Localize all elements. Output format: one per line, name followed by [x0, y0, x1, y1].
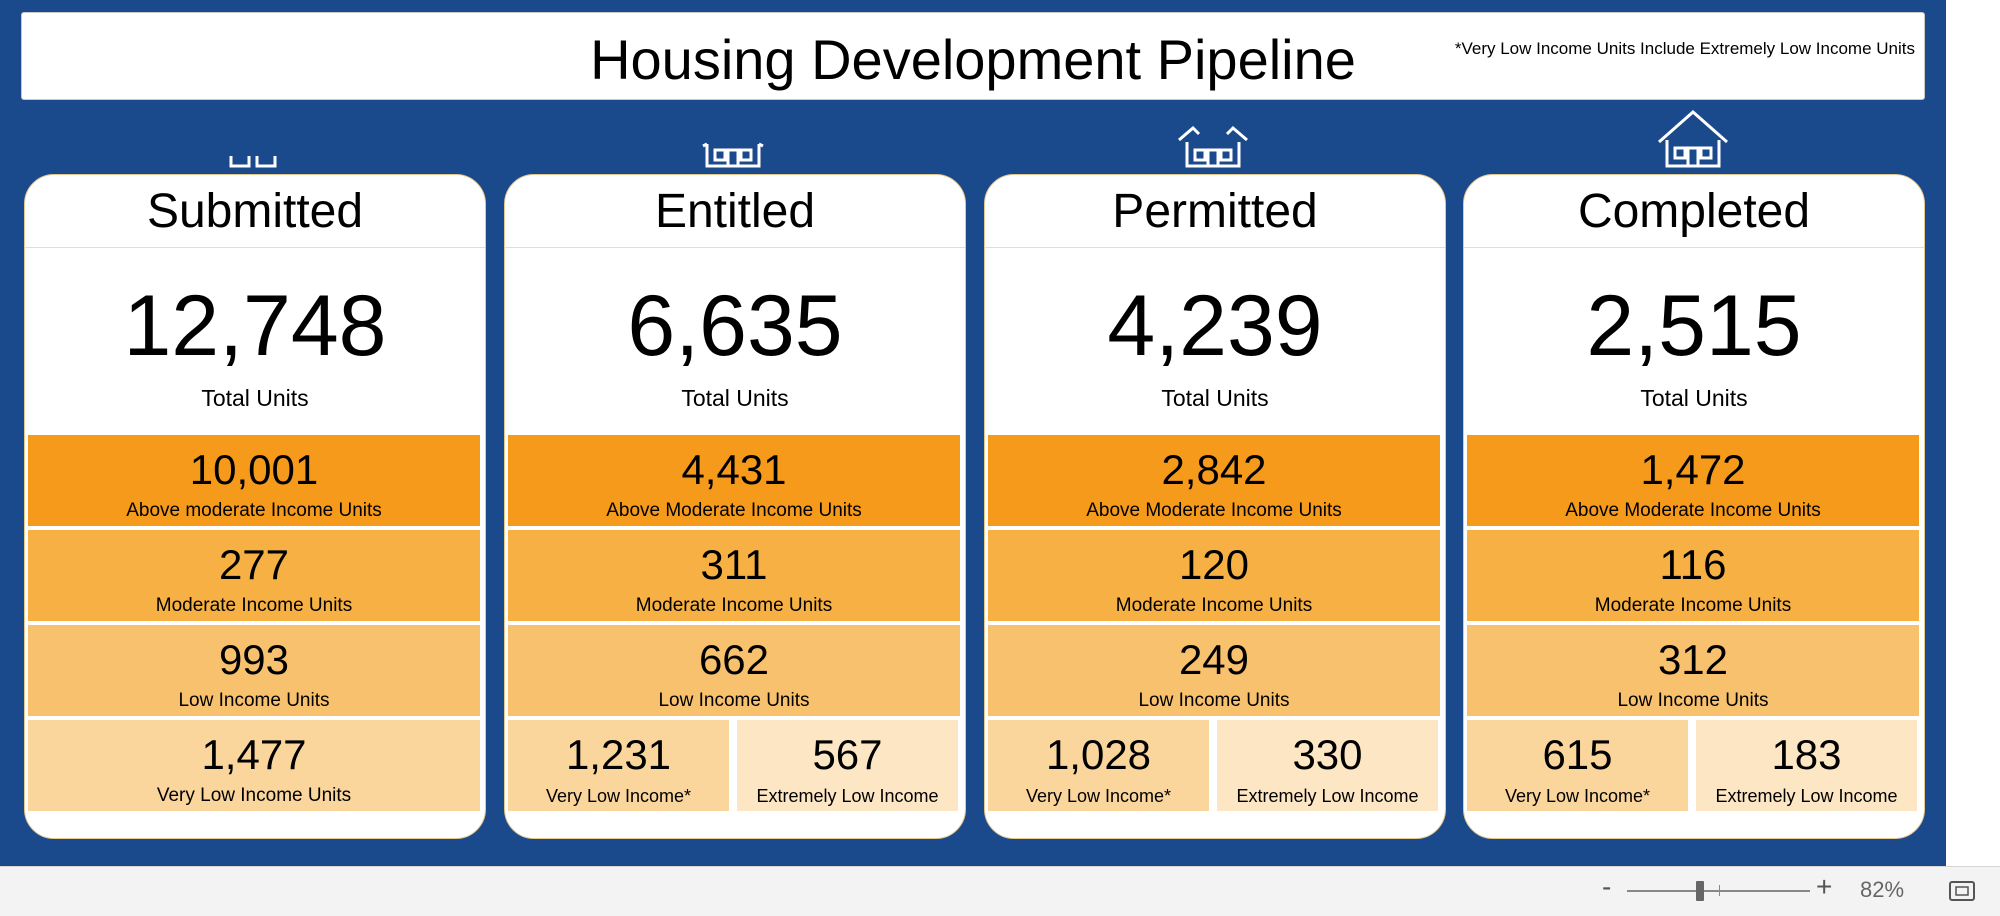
tile-label: Very Low Income Units — [156, 785, 352, 806]
footnote: *Very Low Income Units Include Extremely… — [1454, 39, 1915, 58]
tile-value: 2,842 — [1161, 446, 1267, 493]
extremely-low-income-tile[interactable]: 183 Extremely Low Income — [1696, 720, 1917, 811]
tile-value: 116 — [1659, 541, 1727, 588]
tile-value: 311 — [700, 541, 768, 588]
moderate-tile[interactable]: 116 Moderate Income Units — [1467, 530, 1919, 621]
total-units-value: 4,239 — [1107, 278, 1323, 374]
tile-label: Moderate Income Units — [635, 595, 833, 616]
divider — [985, 247, 1445, 248]
house-complete-icon — [1658, 109, 1728, 168]
tile-value: 183 — [1771, 731, 1842, 778]
low-income-tile[interactable]: 249 Low Income Units — [988, 625, 1440, 716]
tile-label: Above Moderate Income Units — [606, 500, 862, 521]
zoom-slider-tick — [1719, 885, 1720, 896]
status-bar: - + 82% — [0, 866, 2000, 916]
stage-title: Submitted — [146, 185, 364, 238]
tile-value: 1,028 — [1045, 731, 1152, 778]
above-moderate-tile[interactable]: 1,472 Above Moderate Income Units — [1467, 435, 1919, 526]
dashboard-canvas: Housing Development Pipeline *Very Low I… — [0, 0, 1946, 866]
stage-card-permitted: Permitted 4,239 Total Units 2,842 Above … — [984, 174, 1446, 839]
divider — [1464, 247, 1924, 248]
extremely-low-income-tile[interactable]: 330 Extremely Low Income — [1217, 720, 1438, 811]
tile-value: 1,477 — [201, 731, 307, 778]
total-units-value: 12,748 — [123, 278, 387, 374]
tile-label: Above Moderate Income Units — [1086, 500, 1342, 521]
tile-label: Moderate Income Units — [155, 595, 353, 616]
total-units-label: Total Units — [681, 385, 789, 411]
tile-label: Extremely Low Income — [1236, 786, 1419, 806]
moderate-tile[interactable]: 311 Moderate Income Units — [508, 530, 960, 621]
zoom-slider-thumb[interactable] — [1696, 881, 1704, 901]
tile-value: 1,472 — [1640, 446, 1746, 493]
above-moderate-tile[interactable]: 4,431 Above Moderate Income Units — [508, 435, 960, 526]
tile-value: 4,431 — [681, 446, 787, 493]
tile-value: 312 — [1657, 636, 1729, 683]
tile-label: Low Income Units — [178, 690, 330, 711]
stage-card-submitted: Submitted 12,748 Total Units 10,001 Abov… — [24, 174, 486, 839]
tile-label: Low Income Units — [1138, 690, 1290, 711]
above-moderate-tile[interactable]: 2,842 Above Moderate Income Units — [988, 435, 1440, 526]
low-income-tile[interactable]: 993 Low Income Units — [28, 625, 480, 716]
low-income-tile[interactable]: 662 Low Income Units — [508, 625, 960, 716]
extremely-low-income-tile[interactable]: 567 Extremely Low Income — [737, 720, 958, 811]
tile-value: 10,001 — [189, 446, 319, 493]
house-partial-roof-icon — [1178, 125, 1248, 168]
tile-value: 662 — [698, 636, 770, 683]
tile-value: 615 — [1542, 731, 1613, 778]
tile-label: Very Low Income* — [545, 786, 692, 806]
tile-value: 1,231 — [565, 731, 672, 778]
very-low-income-tile[interactable]: 1,477 Very Low Income Units — [28, 720, 480, 811]
house-foundation-icon — [229, 156, 277, 168]
zoom-in-button[interactable]: + — [1816, 871, 1833, 902]
very-low-income-tile[interactable]: 1,028 Very Low Income* — [988, 720, 1209, 811]
tile-label: Extremely Low Income — [756, 786, 939, 806]
tile-label: Moderate Income Units — [1594, 595, 1792, 616]
tile-label: Above Moderate Income Units — [1565, 500, 1821, 521]
stage-title: Permitted — [1112, 185, 1318, 238]
divider — [505, 247, 965, 248]
tile-label: Low Income Units — [658, 690, 810, 711]
total-units-value: 2,515 — [1586, 278, 1802, 374]
moderate-tile[interactable]: 277 Moderate Income Units — [28, 530, 480, 621]
tile-label: Very Low Income* — [1025, 786, 1172, 806]
stage-title: Completed — [1577, 185, 1811, 238]
tile-label: Low Income Units — [1617, 690, 1769, 711]
total-units-label: Total Units — [1640, 385, 1748, 411]
tile-value: 249 — [1178, 636, 1250, 683]
total-units-label: Total Units — [201, 385, 309, 411]
stage-title: Entitled — [654, 185, 816, 238]
stage-card-completed: Completed 2,515 Total Units 1,472 Above … — [1463, 174, 1925, 839]
tile-label: Above moderate Income Units — [126, 500, 382, 521]
tile-value: 330 — [1292, 731, 1363, 778]
title-box: Housing Development Pipeline *Very Low I… — [21, 12, 1925, 100]
zoom-out-button[interactable]: - — [1602, 871, 1612, 902]
dashboard-title: Housing Development Pipeline — [590, 28, 1356, 91]
tile-label: Moderate Income Units — [1115, 595, 1313, 616]
zoom-slider-track[interactable] — [1627, 890, 1810, 892]
total-units-value: 6,635 — [627, 278, 843, 374]
tile-value: 277 — [218, 541, 290, 588]
zoom-level-label: 82% — [1860, 877, 1905, 902]
tile-label: Very Low Income* — [1504, 786, 1651, 806]
stage-card-entitled: Entitled 6,635 Total Units 4,431 Above M… — [504, 174, 966, 839]
tile-value: 993 — [218, 636, 290, 683]
tile-value: 567 — [812, 731, 883, 778]
tile-value: 120 — [1178, 541, 1250, 588]
total-units-label: Total Units — [1161, 385, 1269, 411]
low-income-tile[interactable]: 312 Low Income Units — [1467, 625, 1919, 716]
very-low-income-tile[interactable]: 1,231 Very Low Income* — [508, 720, 729, 811]
above-moderate-tile[interactable]: 10,001 Above moderate Income Units — [28, 435, 480, 526]
moderate-tile[interactable]: 120 Moderate Income Units — [988, 530, 1440, 621]
fit-to-page-icon[interactable] — [1949, 881, 1975, 901]
divider — [25, 247, 485, 248]
house-walls-icon — [702, 142, 764, 168]
tile-label: Extremely Low Income — [1715, 786, 1898, 806]
very-low-income-tile[interactable]: 615 Very Low Income* — [1467, 720, 1688, 811]
